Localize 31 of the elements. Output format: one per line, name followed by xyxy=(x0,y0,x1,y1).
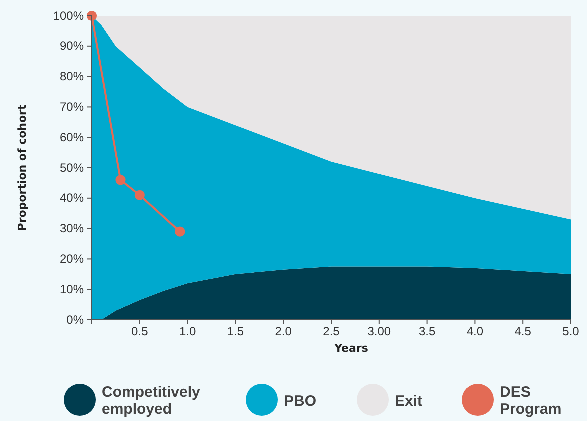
x-axis-title: Years xyxy=(334,342,369,355)
x-tick-label: 5.0 xyxy=(562,324,580,339)
y-tick-label: 40% xyxy=(60,191,84,206)
y-tick-label: 50% xyxy=(60,160,84,175)
point xyxy=(116,175,126,186)
x-tick-label: 4.5 xyxy=(514,324,532,339)
x-tick-label: 0.5 xyxy=(132,324,149,339)
x-tick-label: 2.5 xyxy=(323,324,340,339)
x-tick-label: 1.0 xyxy=(179,324,196,339)
legend-label: Exit xyxy=(395,393,423,410)
y-tick-label: 20% xyxy=(60,252,84,266)
legend-label: PBO xyxy=(284,393,317,410)
point xyxy=(86,10,98,22)
y-tick-label: 60% xyxy=(60,130,84,144)
y-axis-title: Proportion of cohort xyxy=(16,104,29,232)
y-tick-label: 70% xyxy=(60,100,84,114)
y-tick-label: 100% xyxy=(53,8,84,23)
y-tick-label: 10% xyxy=(60,282,84,296)
x-tick-label: 3.00 xyxy=(368,324,392,339)
y-tick-label: 80% xyxy=(60,70,84,84)
point xyxy=(134,190,145,200)
point xyxy=(175,226,186,237)
legend-label: DES Program xyxy=(500,384,562,418)
x-tick-label: 4.0 xyxy=(466,324,484,339)
x-tick-label: 3.5 xyxy=(418,324,436,339)
y-tick-label: 90% xyxy=(60,39,84,54)
y-tick-label: 30% xyxy=(60,222,84,236)
legend-label: Competitively employed xyxy=(102,384,202,418)
x-tick-label: 1.5 xyxy=(227,324,244,339)
y-tick-label: 0% xyxy=(66,312,84,327)
x-tick-label: 2.0 xyxy=(275,324,292,339)
